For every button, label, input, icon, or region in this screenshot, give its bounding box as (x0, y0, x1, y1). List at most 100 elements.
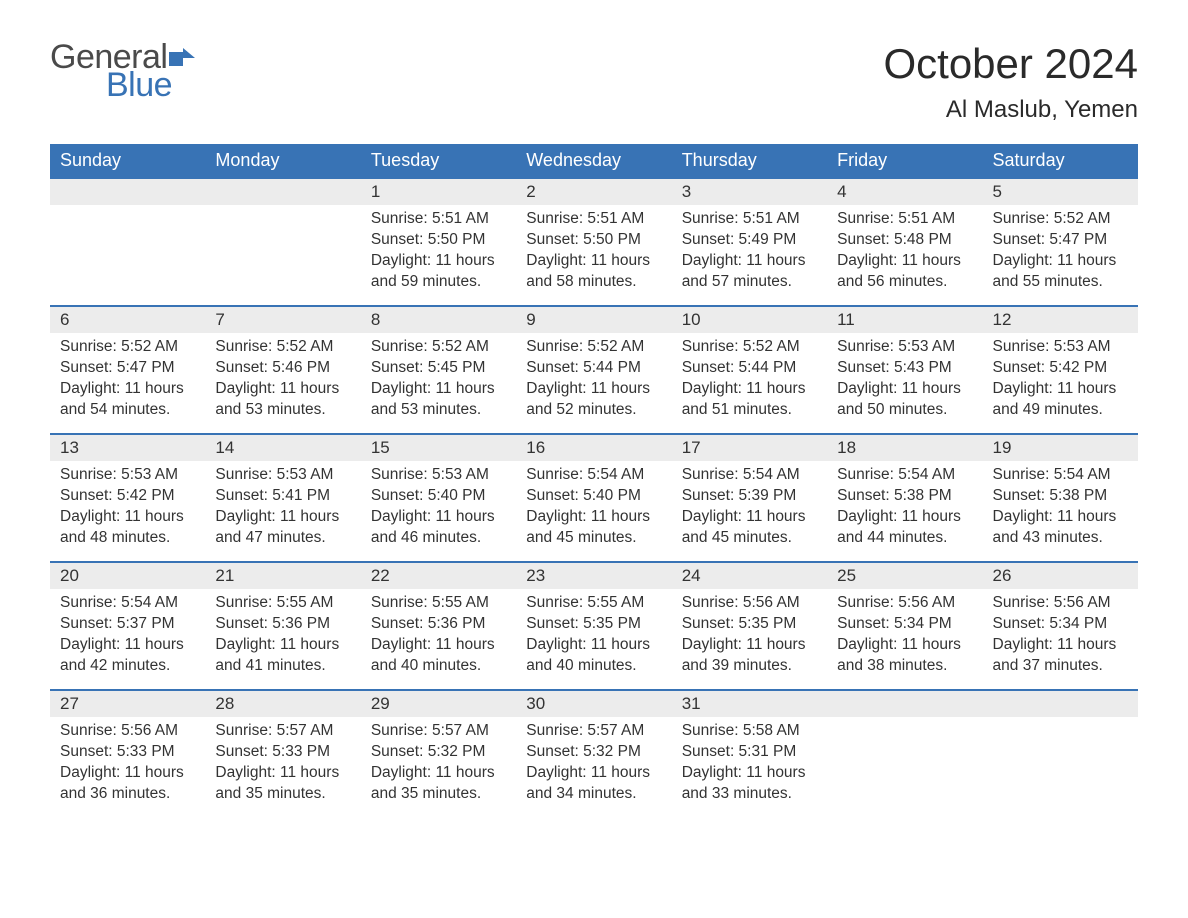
sunrise-text: Sunrise: 5:57 AM (215, 721, 350, 742)
day-body: Sunrise: 5:52 AMSunset: 5:45 PMDaylight:… (361, 333, 516, 429)
day-cell (827, 690, 982, 818)
day-header: Monday (205, 144, 360, 178)
day-number (983, 691, 1138, 717)
day-number: 21 (205, 563, 360, 589)
day-body: Sunrise: 5:52 AMSunset: 5:46 PMDaylight:… (205, 333, 360, 429)
sunset-text: Sunset: 5:50 PM (526, 230, 661, 251)
day-number: 12 (983, 307, 1138, 333)
day-body: Sunrise: 5:54 AMSunset: 5:37 PMDaylight:… (50, 589, 205, 685)
day-cell: 1Sunrise: 5:51 AMSunset: 5:50 PMDaylight… (361, 178, 516, 306)
day-number: 13 (50, 435, 205, 461)
sunrise-text: Sunrise: 5:56 AM (682, 593, 817, 614)
day-cell: 3Sunrise: 5:51 AMSunset: 5:49 PMDaylight… (672, 178, 827, 306)
day-number: 30 (516, 691, 671, 717)
sunrise-text: Sunrise: 5:52 AM (215, 337, 350, 358)
sunrise-text: Sunrise: 5:57 AM (371, 721, 506, 742)
day-body: Sunrise: 5:56 AMSunset: 5:35 PMDaylight:… (672, 589, 827, 685)
day-cell: 18Sunrise: 5:54 AMSunset: 5:38 PMDayligh… (827, 434, 982, 562)
daylight-text: Daylight: 11 hours and 43 minutes. (993, 507, 1128, 549)
day-number: 6 (50, 307, 205, 333)
day-cell: 5Sunrise: 5:52 AMSunset: 5:47 PMDaylight… (983, 178, 1138, 306)
sunrise-text: Sunrise: 5:51 AM (371, 209, 506, 230)
day-number: 22 (361, 563, 516, 589)
daylight-text: Daylight: 11 hours and 49 minutes. (993, 379, 1128, 421)
daylight-text: Daylight: 11 hours and 39 minutes. (682, 635, 817, 677)
sunrise-text: Sunrise: 5:52 AM (60, 337, 195, 358)
daylight-text: Daylight: 11 hours and 44 minutes. (837, 507, 972, 549)
day-number: 11 (827, 307, 982, 333)
day-body: Sunrise: 5:52 AMSunset: 5:44 PMDaylight:… (672, 333, 827, 429)
day-cell: 10Sunrise: 5:52 AMSunset: 5:44 PMDayligh… (672, 306, 827, 434)
week-row: 13Sunrise: 5:53 AMSunset: 5:42 PMDayligh… (50, 434, 1138, 562)
daylight-text: Daylight: 11 hours and 58 minutes. (526, 251, 661, 293)
day-cell: 2Sunrise: 5:51 AMSunset: 5:50 PMDaylight… (516, 178, 671, 306)
sunset-text: Sunset: 5:32 PM (526, 742, 661, 763)
day-number (827, 691, 982, 717)
calendar-head: Sunday Monday Tuesday Wednesday Thursday… (50, 144, 1138, 178)
daylight-text: Daylight: 11 hours and 46 minutes. (371, 507, 506, 549)
day-cell: 8Sunrise: 5:52 AMSunset: 5:45 PMDaylight… (361, 306, 516, 434)
sunrise-text: Sunrise: 5:52 AM (371, 337, 506, 358)
day-header-row: Sunday Monday Tuesday Wednesday Thursday… (50, 144, 1138, 178)
day-header: Thursday (672, 144, 827, 178)
sunset-text: Sunset: 5:47 PM (60, 358, 195, 379)
calendar-table: Sunday Monday Tuesday Wednesday Thursday… (50, 144, 1138, 818)
daylight-text: Daylight: 11 hours and 36 minutes. (60, 763, 195, 805)
sunrise-text: Sunrise: 5:52 AM (993, 209, 1128, 230)
day-number: 2 (516, 179, 671, 205)
day-cell: 17Sunrise: 5:54 AMSunset: 5:39 PMDayligh… (672, 434, 827, 562)
day-header: Saturday (983, 144, 1138, 178)
sunset-text: Sunset: 5:48 PM (837, 230, 972, 251)
sunrise-text: Sunrise: 5:53 AM (215, 465, 350, 486)
day-cell: 4Sunrise: 5:51 AMSunset: 5:48 PMDaylight… (827, 178, 982, 306)
sunset-text: Sunset: 5:46 PM (215, 358, 350, 379)
sunset-text: Sunset: 5:42 PM (60, 486, 195, 507)
day-number: 25 (827, 563, 982, 589)
day-number: 19 (983, 435, 1138, 461)
daylight-text: Daylight: 11 hours and 33 minutes. (682, 763, 817, 805)
day-body: Sunrise: 5:53 AMSunset: 5:42 PMDaylight:… (50, 461, 205, 557)
day-body: Sunrise: 5:51 AMSunset: 5:50 PMDaylight:… (361, 205, 516, 301)
day-body: Sunrise: 5:56 AMSunset: 5:34 PMDaylight:… (983, 589, 1138, 685)
daylight-text: Daylight: 11 hours and 50 minutes. (837, 379, 972, 421)
week-row: 1Sunrise: 5:51 AMSunset: 5:50 PMDaylight… (50, 178, 1138, 306)
sunrise-text: Sunrise: 5:52 AM (526, 337, 661, 358)
day-body: Sunrise: 5:51 AMSunset: 5:50 PMDaylight:… (516, 205, 671, 301)
daylight-text: Daylight: 11 hours and 35 minutes. (215, 763, 350, 805)
daylight-text: Daylight: 11 hours and 41 minutes. (215, 635, 350, 677)
day-body: Sunrise: 5:53 AMSunset: 5:42 PMDaylight:… (983, 333, 1138, 429)
day-number: 4 (827, 179, 982, 205)
sunrise-text: Sunrise: 5:56 AM (60, 721, 195, 742)
day-cell: 27Sunrise: 5:56 AMSunset: 5:33 PMDayligh… (50, 690, 205, 818)
day-number: 29 (361, 691, 516, 717)
sunrise-text: Sunrise: 5:52 AM (682, 337, 817, 358)
day-number (205, 179, 360, 205)
sunset-text: Sunset: 5:31 PM (682, 742, 817, 763)
sunrise-text: Sunrise: 5:55 AM (215, 593, 350, 614)
sunrise-text: Sunrise: 5:54 AM (837, 465, 972, 486)
day-number: 10 (672, 307, 827, 333)
day-number: 26 (983, 563, 1138, 589)
day-number: 18 (827, 435, 982, 461)
daylight-text: Daylight: 11 hours and 40 minutes. (526, 635, 661, 677)
day-number: 9 (516, 307, 671, 333)
daylight-text: Daylight: 11 hours and 38 minutes. (837, 635, 972, 677)
day-body: Sunrise: 5:52 AMSunset: 5:47 PMDaylight:… (983, 205, 1138, 301)
title-block: October 2024 Al Maslub, Yemen (883, 40, 1138, 124)
day-number: 28 (205, 691, 360, 717)
day-cell (50, 178, 205, 306)
day-body: Sunrise: 5:58 AMSunset: 5:31 PMDaylight:… (672, 717, 827, 813)
sunrise-text: Sunrise: 5:53 AM (837, 337, 972, 358)
day-number (50, 179, 205, 205)
sunrise-text: Sunrise: 5:53 AM (60, 465, 195, 486)
week-row: 20Sunrise: 5:54 AMSunset: 5:37 PMDayligh… (50, 562, 1138, 690)
day-number: 1 (361, 179, 516, 205)
sunrise-text: Sunrise: 5:58 AM (682, 721, 817, 742)
sunset-text: Sunset: 5:40 PM (526, 486, 661, 507)
day-number: 24 (672, 563, 827, 589)
day-body: Sunrise: 5:56 AMSunset: 5:33 PMDaylight:… (50, 717, 205, 813)
sunset-text: Sunset: 5:43 PM (837, 358, 972, 379)
sunset-text: Sunset: 5:47 PM (993, 230, 1128, 251)
sunrise-text: Sunrise: 5:53 AM (371, 465, 506, 486)
sunset-text: Sunset: 5:33 PM (60, 742, 195, 763)
